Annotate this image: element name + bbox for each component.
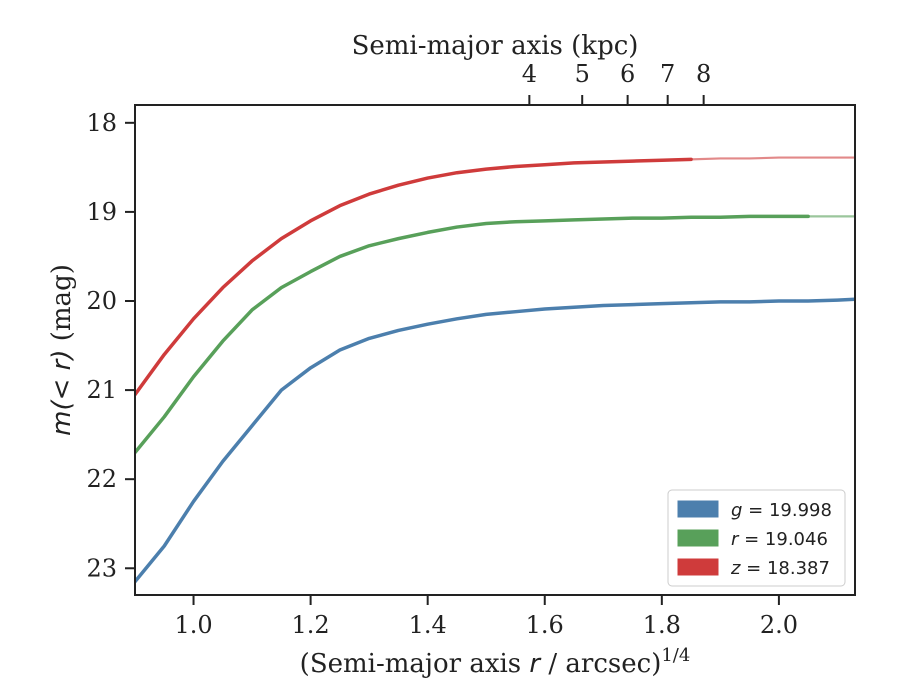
y-axis-title: m(< r) (mag) [47,264,77,436]
y-tick-label: 19 [86,198,117,226]
legend: g = 19.998 r = 19.046 z = 18.387 [667,489,846,587]
series-r-line [135,214,810,455]
x-tick-label: 1.2 [292,611,330,639]
y-axis: 18 19 20 21 22 23 [86,109,135,582]
plot-series [135,156,855,584]
top-tick-label: 6 [620,60,635,88]
y-tick-label: 18 [86,109,117,137]
x-tick-label: 1.8 [643,611,681,639]
legend-label: g = 19.998 [731,500,832,521]
x-tick-label: 1.4 [409,611,447,639]
top-tick-label: 5 [575,60,590,88]
x-tick-label: 2.0 [760,611,798,639]
axes-frame [134,104,856,596]
x-axis-title: (Semi-major axis r / arcsec)1/4 [300,645,691,679]
series-g-line [135,297,855,584]
series-z-extrapolated-line [691,156,855,161]
top-tick-label: 7 [660,60,675,88]
top-tick-label: 4 [522,60,537,88]
x-tick-label: 1.6 [526,611,564,639]
x-tick-label: 1.0 [174,611,212,639]
y-tick-label: 20 [86,287,117,315]
legend-label: r = 19.046 [731,529,828,550]
legend-swatch [677,529,719,547]
legend-swatch [677,500,719,518]
legend-swatch [677,558,719,576]
series-z-line [135,157,693,397]
top-axis-title: Semi-major axis (kpc) [352,31,639,61]
bottom-x-axis: 1.0 1.2 1.4 1.6 1.8 2.0 [174,595,798,639]
y-tick-label: 23 [86,554,117,582]
y-tick-label: 21 [86,376,117,404]
top-tick-label: 8 [696,60,711,88]
y-tick-label: 22 [86,465,117,493]
legend-label: z = 18.387 [730,558,830,579]
